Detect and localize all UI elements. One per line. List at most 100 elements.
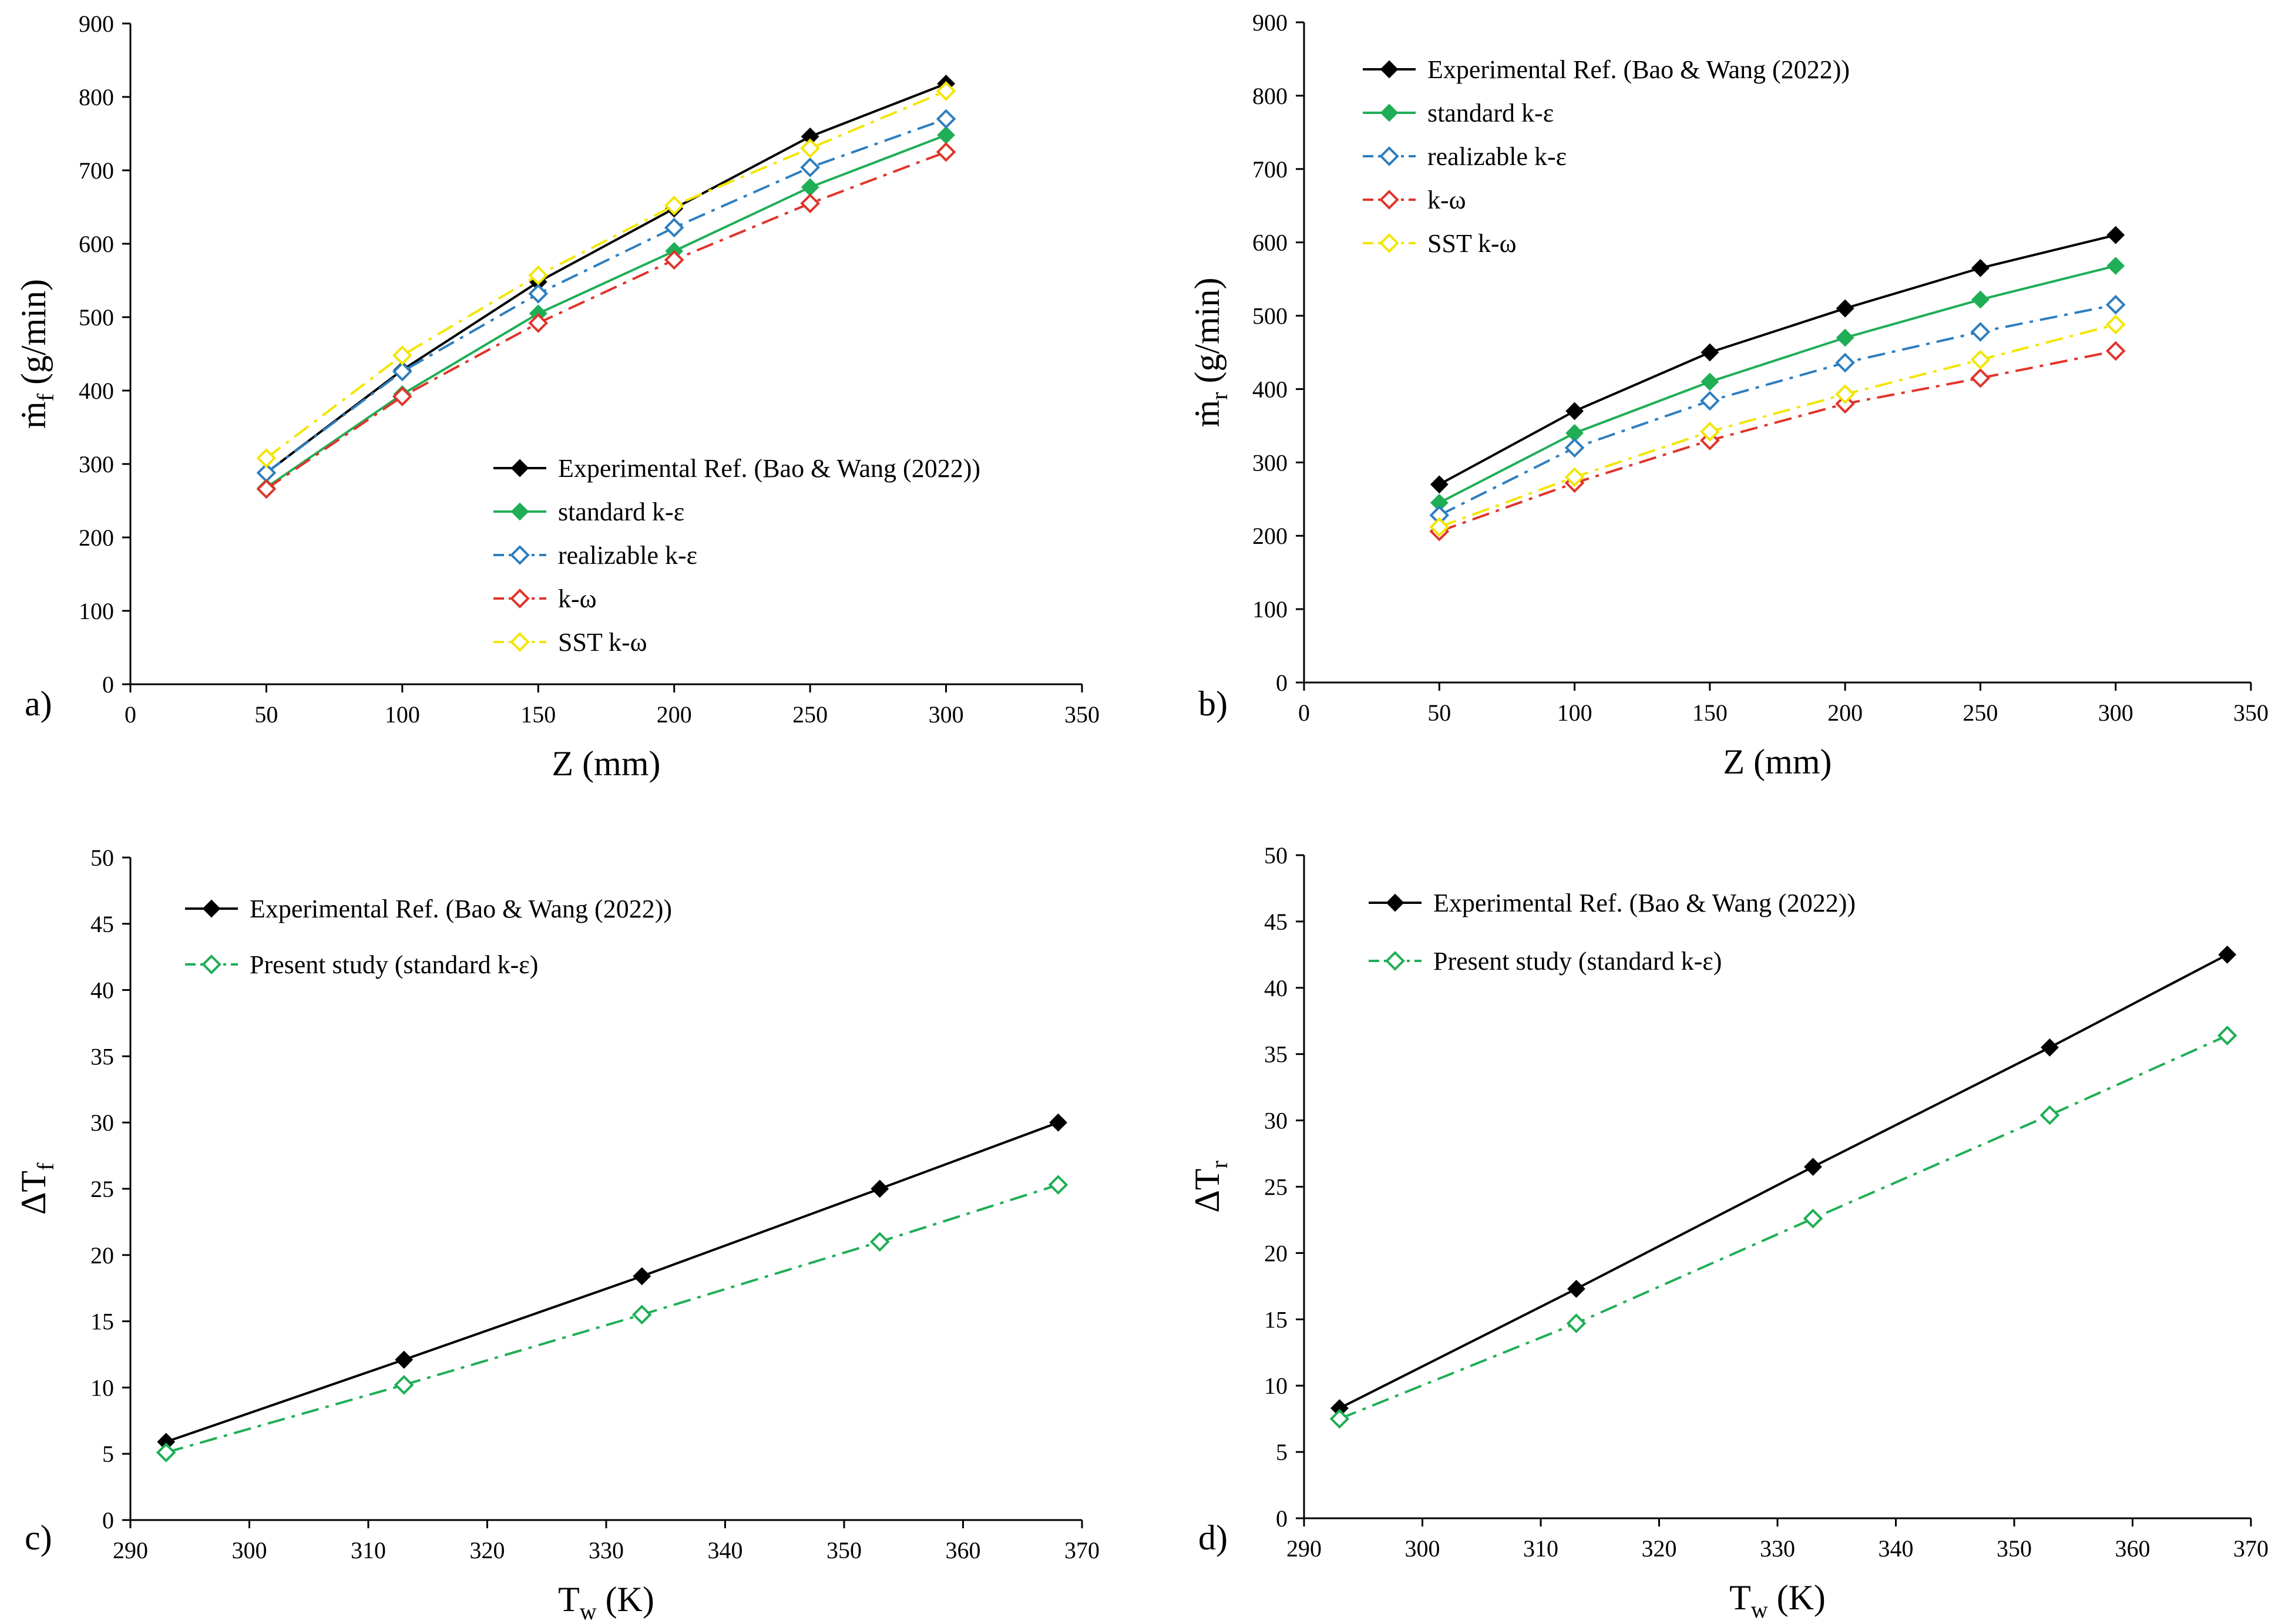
legend-entry: Experimental Ref. (Bao & Wang (2022)): [1433, 889, 1856, 917]
series-0: [1330, 945, 2237, 1418]
x-tick-label: 350: [1997, 1535, 2032, 1562]
x-axis-label-main: T: [1729, 1578, 1751, 1617]
x-axis-label: Z (mm): [552, 744, 661, 783]
legend: Experimental Ref. (Bao & Wang (2022)) sta…: [1363, 55, 1850, 258]
legend-marker: [1380, 60, 1399, 79]
data-point: [2218, 945, 2237, 964]
data-point: [1049, 1113, 1067, 1132]
data-point: [392, 361, 412, 382]
y-tick-label: 0: [1276, 1505, 1288, 1532]
legend-marker: [510, 459, 529, 478]
series-line: [266, 82, 947, 474]
panel-label: d): [1198, 1518, 1228, 1557]
y-tick-label: 10: [90, 1374, 114, 1401]
data-point: [1564, 438, 1585, 458]
legend-marker: [510, 545, 530, 565]
legend-entry: Experimental Ref. (Bao & Wang (2022)): [558, 454, 980, 483]
y-axis-label: ṁr (g/min): [1188, 278, 1232, 428]
y-tick-label: 30: [1264, 1108, 1288, 1134]
data-point: [1430, 475, 1449, 494]
data-point: [528, 284, 549, 304]
series-line: [166, 1121, 1059, 1443]
legend: Experimental Ref. (Bao & Wang (2022)) sta…: [493, 454, 980, 657]
y-axis-label-tail: (g/min): [1188, 278, 1226, 392]
x-tick-label: 300: [929, 701, 964, 728]
data-point: [1835, 352, 1855, 373]
data-point: [2105, 341, 2126, 361]
data-point: [528, 313, 549, 333]
x-tick-label: 310: [1523, 1535, 1558, 1562]
data-point: [869, 1232, 890, 1252]
x-tick-label: 250: [792, 701, 828, 728]
data-point: [256, 479, 277, 499]
data-point: [633, 1267, 651, 1286]
data-point: [392, 386, 412, 406]
series-3: [1429, 341, 2126, 542]
series-line: [1439, 303, 2116, 517]
chart-panel-b: 0 50 100 150 200 250 300 350 0 100 200 300 400 500 600…: [1188, 9, 2269, 781]
x-tick-label: 0: [125, 701, 136, 728]
series-line: [1439, 349, 2116, 533]
data-point: [664, 196, 684, 216]
data-point: [1835, 384, 1855, 405]
chart-panel-c: 290 300 310 320 330 340 350 360 370 0 5 10 15 20 25 30 3…: [14, 845, 1100, 1624]
data-point: [800, 157, 820, 177]
data-point: [1700, 422, 1720, 442]
legend: Experimental Ref. (Bao & Wang (2022)) Pre…: [1369, 889, 1856, 976]
y-tick-label: 35: [1264, 1041, 1288, 1068]
series-1: [1329, 1025, 2237, 1429]
legend-marker: [1385, 951, 1405, 971]
y-tick-label: 15: [90, 1309, 114, 1335]
data-point: [2105, 314, 2126, 335]
y-axis-label: ṁf (g/min): [14, 279, 59, 429]
data-point: [1565, 402, 1584, 421]
legend-entry: Present study (standard k-ε): [1433, 947, 1722, 976]
y-tick-label: 40: [90, 977, 114, 1004]
data-point: [1429, 517, 1450, 537]
legend-marker: [201, 954, 221, 974]
chart-panel-d: 290 300 310 320 330 340 350 360 370 0 5 10 15 20 25 30 3…: [1188, 842, 2269, 1623]
y-tick-label: 400: [1252, 376, 1288, 402]
data-point: [1970, 322, 1991, 342]
x-tick-label: 360: [946, 1537, 981, 1564]
x-axis-label: Z (mm): [1723, 742, 1832, 781]
y-tick-label: 25: [90, 1176, 114, 1202]
legend-marker: [202, 899, 221, 918]
data-point: [936, 81, 956, 101]
x-tick-label: 100: [385, 701, 420, 728]
y-tick-label: 500: [1252, 303, 1288, 329]
y-axis-label-sub: f: [32, 1162, 59, 1171]
legend-entry: SST k-ω: [558, 628, 647, 657]
legend-entry: k-ω: [558, 584, 597, 613]
x-tick-label: 320: [1642, 1535, 1677, 1562]
y-tick-label: 45: [90, 911, 114, 937]
legend-entry: standard k-ε: [1427, 99, 1554, 127]
series-line: [1339, 953, 2228, 1410]
legend-entry: Experimental Ref. (Bao & Wang (2022)): [1427, 55, 1850, 84]
y-axis-label: ΔTr: [1188, 1161, 1232, 1213]
data-point: [937, 126, 955, 144]
data-point: [1701, 372, 1719, 391]
y-tick-label: 45: [1264, 909, 1288, 935]
y-tick-label: 300: [1252, 449, 1288, 476]
data-point: [1048, 1175, 1068, 1195]
y-axis-label-main: ṁ: [1188, 400, 1226, 428]
y-tick-label: 900: [1252, 9, 1288, 36]
x-axis-label-tail: (K): [1768, 1578, 1826, 1617]
series-0: [157, 1113, 1067, 1451]
y-axis-label-main: ΔT: [14, 1171, 53, 1215]
x-tick-label: 50: [1427, 700, 1451, 726]
x-tick-label: 300: [2098, 700, 2133, 726]
x-tick-label: 100: [1557, 700, 1592, 726]
x-axis-label: Tw (K): [558, 1580, 654, 1624]
y-tick-label: 5: [1276, 1439, 1288, 1465]
y-tick-label: 35: [90, 1043, 114, 1070]
legend-marker: [510, 502, 529, 521]
series-4: [1429, 314, 2126, 537]
x-tick-label: 370: [1064, 1537, 1100, 1564]
y-tick-label: 15: [1264, 1306, 1288, 1333]
y-tick-label: 50: [1264, 842, 1288, 869]
data-point: [871, 1179, 889, 1198]
data-point: [1836, 299, 1854, 318]
legend-marker: [510, 632, 530, 652]
